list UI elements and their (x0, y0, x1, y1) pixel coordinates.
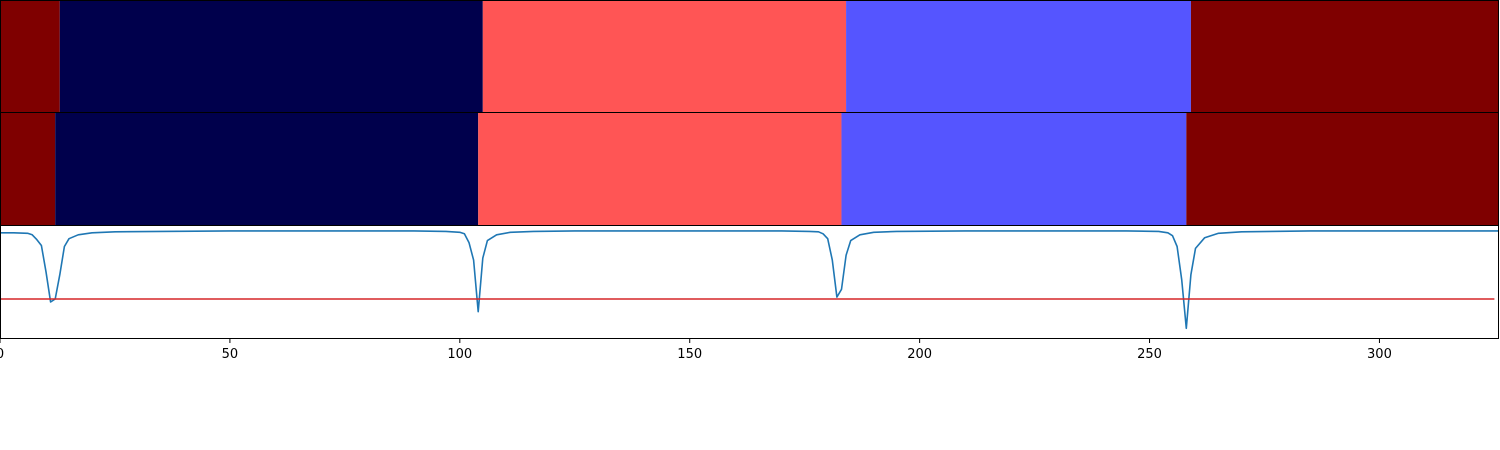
plot-area (0, 226, 1499, 338)
x-tick-label: 150 (677, 347, 702, 362)
score-panel (0, 225, 1499, 339)
x-tick-label: 100 (447, 347, 472, 362)
x-tick-label: 250 (1137, 347, 1162, 362)
segment-bar-2 (59, 1, 483, 112)
x-tick-label: 200 (907, 347, 932, 362)
segment-bar-1 (0, 113, 56, 225)
segment-bar-3 (482, 1, 847, 112)
predicted-labels-panel (0, 112, 1499, 226)
series-line-1 (0, 230, 1499, 330)
segment-bar-4 (841, 113, 1187, 225)
panel-frame (0, 225, 1499, 339)
x-tick-label: 300 (1367, 347, 1392, 362)
segment-bar-1 (0, 1, 60, 112)
segment-bar-5 (1190, 1, 1499, 112)
segment-bar-2 (55, 113, 479, 225)
segment-bar-4 (846, 1, 1191, 112)
true-labels-panel (0, 0, 1499, 113)
x-tick-label: 50 (222, 347, 239, 362)
segment-bar-5 (1186, 113, 1499, 225)
x-axis: 0 50 100 150 200 250 300 (0, 338, 1392, 362)
x-tick-label: 0 (0, 347, 4, 362)
segment-bar-3 (478, 113, 842, 225)
